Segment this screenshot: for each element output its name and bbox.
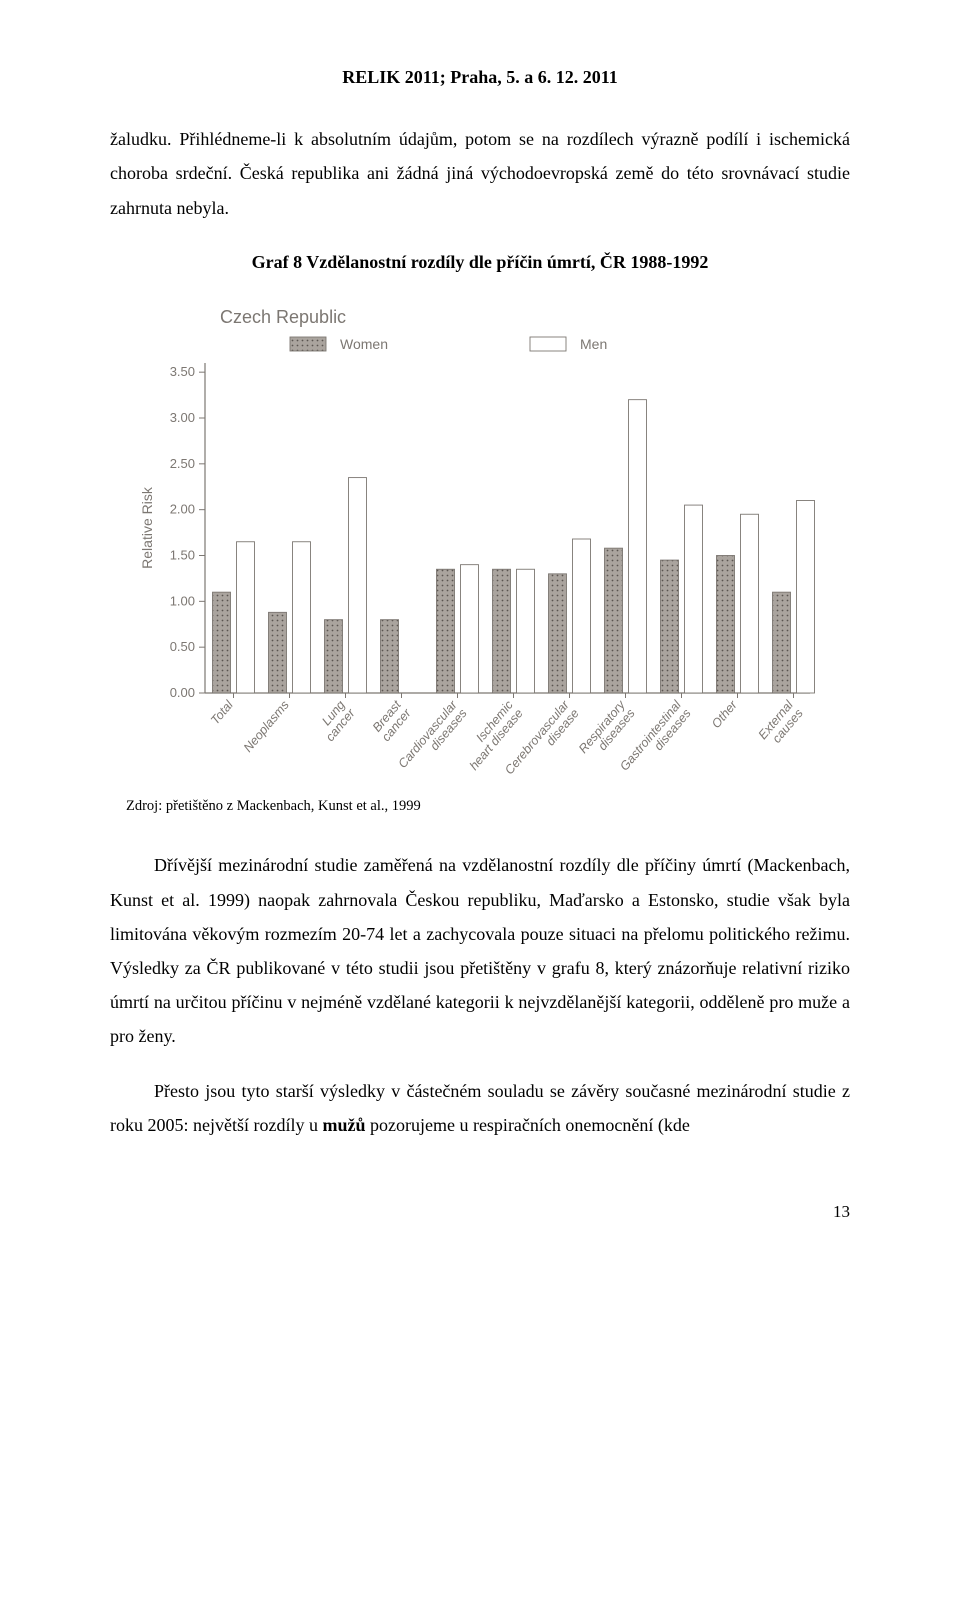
svg-text:3.00: 3.00 — [170, 410, 195, 425]
svg-text:Neoplasms: Neoplasms — [241, 698, 292, 755]
page-header: RELIK 2011; Praha, 5. a 6. 12. 2011 — [110, 60, 850, 94]
svg-text:1.50: 1.50 — [170, 547, 195, 562]
chart-source: Zdroj: přetištěno z Mackenbach, Kunst et… — [126, 793, 850, 821]
page-number: 13 — [110, 1196, 850, 1228]
svg-text:Czech Republic: Czech Republic — [220, 307, 346, 327]
svg-text:0.50: 0.50 — [170, 639, 195, 654]
chart-figure: Czech Republic Women Men 0.00 0.50 1.00 1.50 2.… — [130, 293, 830, 783]
svg-text:Women: Women — [340, 336, 388, 352]
paragraph-3: Přesto jsou tyto starší výsledky v částe… — [110, 1074, 850, 1142]
svg-text:1.00: 1.00 — [170, 593, 195, 608]
svg-text:3.50: 3.50 — [170, 364, 195, 379]
svg-text:Total: Total — [208, 697, 237, 727]
chart-title-caption: Graf 8 Vzdělanostní rozdíly dle příčin ú… — [110, 245, 850, 279]
svg-text:Men: Men — [580, 336, 607, 352]
svg-text:Other: Other — [709, 697, 740, 731]
paragraph-3-text-c: pozorujeme u respiračních onemocnění (kd… — [365, 1115, 689, 1135]
svg-text:Relative Risk: Relative Risk — [139, 486, 155, 569]
svg-text:2.00: 2.00 — [170, 502, 195, 517]
svg-text:2.50: 2.50 — [170, 456, 195, 471]
paragraph-3-bold: mužů — [322, 1115, 365, 1135]
paragraph-1: žaludku. Přihlédneme-li k absolutním úda… — [110, 122, 850, 225]
paragraph-2: Dřívější mezinárodní studie zaměřená na … — [110, 848, 850, 1053]
svg-text:0.00: 0.00 — [170, 685, 195, 700]
